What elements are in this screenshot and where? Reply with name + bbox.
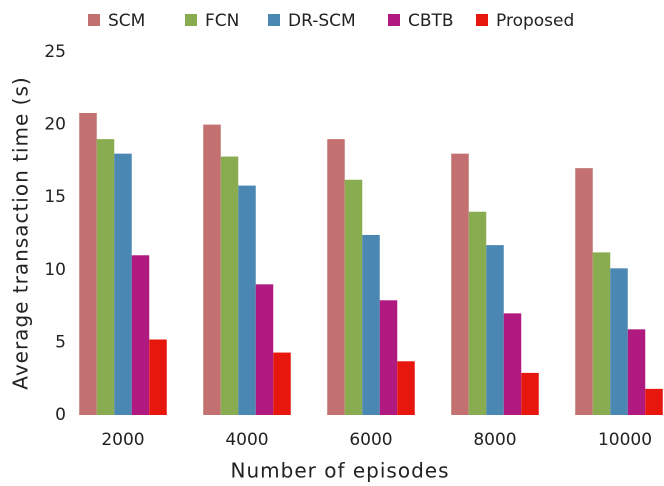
bar [521, 372, 539, 415]
y-tick-label: 10 [44, 260, 66, 280]
legend-swatch [88, 14, 100, 26]
legend-label: FCN [205, 11, 239, 31]
legend-label: DR-SCM [288, 11, 356, 31]
bar [96, 139, 115, 415]
y-tick-label: 15 [44, 187, 66, 207]
bar [468, 211, 487, 415]
bar [79, 112, 97, 415]
y-axis-label: Average transaction time (s) [9, 76, 33, 389]
legend-swatch [185, 14, 197, 26]
x-tick-label: 4000 [225, 430, 268, 450]
bar [362, 234, 380, 415]
legend-label: SCM [108, 11, 145, 31]
bar [327, 139, 345, 415]
bar [397, 361, 415, 415]
bar [503, 313, 522, 415]
y-tick-label: 25 [44, 42, 66, 62]
legend-label: CBTB [408, 11, 454, 31]
y-tick-label: 5 [55, 332, 66, 352]
bar [451, 153, 469, 415]
bar [273, 352, 291, 415]
legend-swatch [388, 14, 400, 26]
x-axis-label: Number of episodes [231, 459, 450, 483]
x-tick-label: 10000 [598, 430, 652, 450]
bar [592, 252, 611, 415]
bar [131, 255, 150, 415]
bar [255, 284, 274, 415]
bar [486, 245, 504, 415]
bar [627, 329, 646, 415]
x-tick-label: 6000 [349, 430, 392, 450]
y-tick-label: 20 [44, 115, 66, 135]
bar [379, 300, 398, 415]
legend-label: Proposed [496, 11, 574, 31]
bar [220, 156, 239, 415]
bar [149, 339, 167, 415]
bar [114, 153, 132, 415]
bar [344, 179, 363, 415]
x-tick-label: 2000 [101, 430, 144, 450]
bar [610, 268, 628, 415]
bar [645, 388, 663, 415]
bar [238, 185, 256, 415]
legend-swatch [476, 14, 488, 26]
x-tick-label: 8000 [473, 430, 516, 450]
legend-swatch [268, 14, 280, 26]
bar [575, 168, 593, 415]
y-tick-label: 0 [55, 405, 66, 425]
bar [203, 124, 221, 415]
